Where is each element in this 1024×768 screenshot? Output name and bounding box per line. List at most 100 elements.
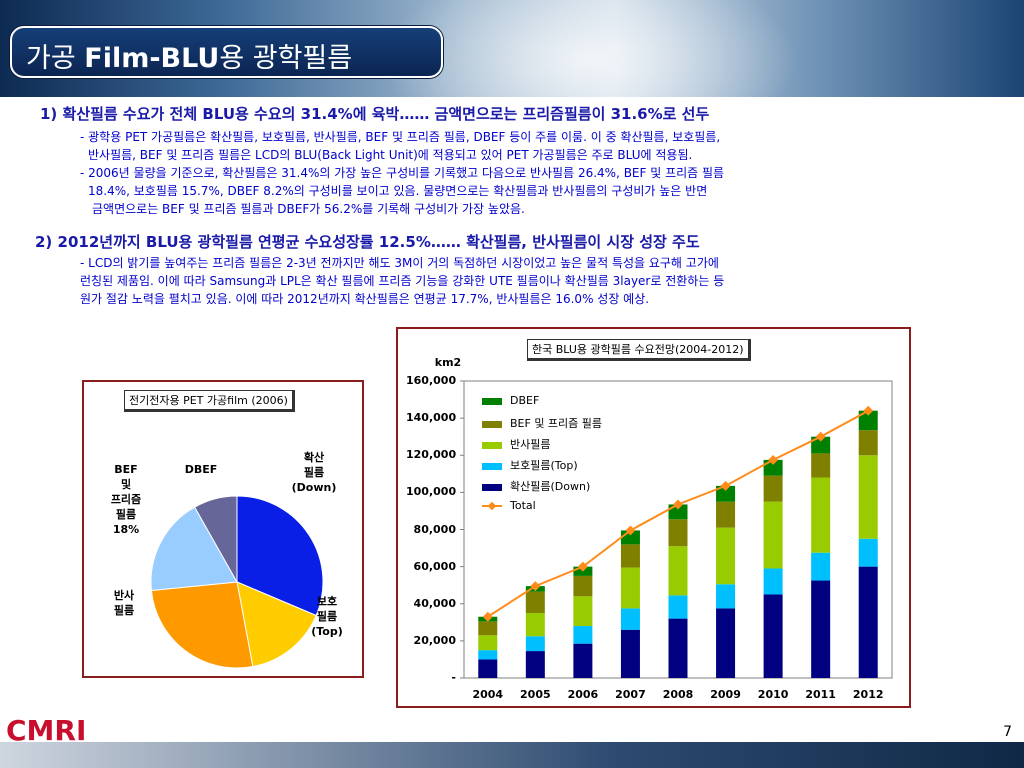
bar-seg-diffusion [573,643,593,678]
pie-caption: 전기전자용 PET 가공film (2006) [124,390,295,412]
slide-title: 가공 Film-BLU용 광학필름 [26,43,353,74]
pie-label-diffusion: 확산 필름 (Down) [291,451,337,494]
bar-seg-bef [620,544,640,568]
bar-seg-protect [763,568,783,595]
footer-bar [0,742,1024,768]
x-tick-label: 2006 [567,688,599,701]
bar-seg-protect [716,584,736,609]
y-tick-label: 140,000 [406,411,457,425]
bar-chart [460,380,893,679]
header-banner: 가공 Film-BLU용 광학필름 [0,0,1024,97]
pie-panel: 전기전자용 PET 가공film (2006) 확산 필름 (Down) 보호 … [82,380,364,678]
bar-seg-protect [858,538,878,567]
legend-item-diffusion: 확산필름(Down) [482,478,590,494]
y-tick-label: 80,000 [413,522,456,536]
bar-seg-diffusion [620,629,640,678]
bar-seg-diffusion [478,659,498,678]
legend-total-marker [482,501,502,511]
section1-line-1: - 광학용 PET 가공필름은 확산필름, 보호필름, 반사필름, BEF 및 … [80,130,721,144]
x-tick-label: 2004 [472,688,504,701]
legend-item-protect: 보호필름(Top) [482,457,578,473]
x-tick-label: 2009 [710,688,741,701]
pie-slice-bef [150,506,238,592]
legend-item-bef: BEF 및 프리즘 필름 [482,415,602,431]
x-tick-label: 2005 [520,688,551,701]
bar-seg-bef [858,430,878,456]
legend-swatch-protect [482,462,502,470]
page-number: 7 [1003,724,1012,740]
bar-seg-protect [668,595,688,619]
bar-seg-dbef [763,459,783,476]
bar-seg-protect [478,650,498,660]
bar-unit-label: km2 [434,356,462,369]
legend-swatch-diffusion [482,483,502,491]
pie-slice-diffusion [236,495,324,617]
bar-panel: 한국 BLU용 광학필름 수요전망(2004-2012) km2 - 20,000… [396,327,911,708]
pie-label-protect: 보호 필름 (Top) [311,595,343,638]
bar-seg-bef [716,501,736,528]
bar-seg-dbef [811,436,831,454]
total-point [863,405,874,416]
legend-item-total: Total [482,499,536,512]
bar-seg-bef [573,575,593,597]
bar-seg-reflect [716,527,736,585]
bar-seg-bef [763,475,783,502]
y-tick-label: 20,000 [413,633,456,647]
pie-chart [150,495,324,669]
legend-swatch-bef [482,420,502,428]
bar-seg-reflect [573,596,593,627]
bar-seg-dbef [858,410,878,431]
y-tick-label: 40,000 [413,596,456,610]
bar-caption: 한국 BLU용 광학필름 수요전망(2004-2012) [527,339,751,361]
section2-line-3: 원가 절감 노력을 펼치고 있음. 이에 따라 2012년까지 확산필름은 연평… [80,292,650,306]
bar-seg-protect [811,552,831,581]
legend-item-reflect: 반사필름 [482,436,550,452]
bar-seg-protect [620,608,640,630]
bar-seg-diffusion [763,594,783,678]
section1-line-2: 반사필름, BEF 및 프리즘 필름은 LCD의 BLU(Back Light … [88,148,693,162]
section1-line-5: 금액면으로는 BEF 및 프리즘 필름과 DBEF가 56.2%를 기록해 구성… [92,202,525,216]
y-tick-label: 100,000 [406,485,457,499]
y-tick-label: 160,000 [406,374,457,387]
section1-line-4: 18.4%, 보호필름 15.7%, DBEF 8.2%의 구성비를 보이고 있… [88,184,708,198]
bar-seg-diffusion [858,566,878,678]
x-tick-label: 2011 [805,688,836,701]
pie-label-dbef: DBEF [184,463,218,476]
total-point [577,561,588,572]
footer: CMRI 7 [0,706,1024,768]
cmri-logo: CMRI [6,714,87,747]
header-glow [380,0,800,97]
y-tick-label: - [451,671,456,684]
bar-seg-diffusion [525,651,545,678]
bar-seg-reflect [858,455,878,539]
bar-seg-protect [573,626,593,644]
legend-item-dbef: DBEF [482,394,539,407]
bar-seg-diffusion [811,580,831,678]
y-tick-label: 60,000 [413,559,456,573]
bar-seg-reflect [525,613,545,637]
total-point [673,499,683,510]
total-point [720,480,731,491]
bar-seg-diffusion [668,618,688,678]
pie-label-reflect: 반사 필름 [113,589,135,617]
bar-seg-reflect [763,501,783,569]
bar-seg-reflect [620,567,640,609]
bar-seg-bef [668,519,688,547]
bar-seg-reflect [478,635,498,651]
pie-label-bef: BEF 및 프리즘 필름 18% [110,463,142,536]
x-tick-label: 2010 [757,688,789,701]
legend-swatch-reflect [482,441,502,449]
section2-line-2: 런칭된 제품임. 이에 따라 Samsung과 LPL은 확산 필름에 프리즘 … [80,274,725,288]
section1-line-3: - 2006년 물량을 기준으로, 확산필름은 31.4%의 가장 높은 구성비… [80,166,725,180]
bar-seg-bef [525,591,545,614]
bar-seg-dbef [716,485,736,502]
x-tick-label: 2012 [852,688,884,701]
pie-slice-protect [236,581,317,668]
section1-heading: 1) 확산필름 수요가 전체 BLU용 수요의 31.4%에 육박…… 금액면으… [40,105,710,123]
bar-seg-reflect [668,546,688,596]
bar-seg-protect [525,636,545,652]
x-tick-label: 2007 [615,688,646,701]
section2-heading: 2) 2012년까지 BLU용 광학필름 연평균 수요성장률 12.5%…… 확… [35,233,700,251]
pie-slice-dbef [193,495,238,584]
section2-line-1: - LCD의 밝기를 높여주는 프리즘 필름은 2-3년 전까지만 해도 3M이… [80,256,719,270]
